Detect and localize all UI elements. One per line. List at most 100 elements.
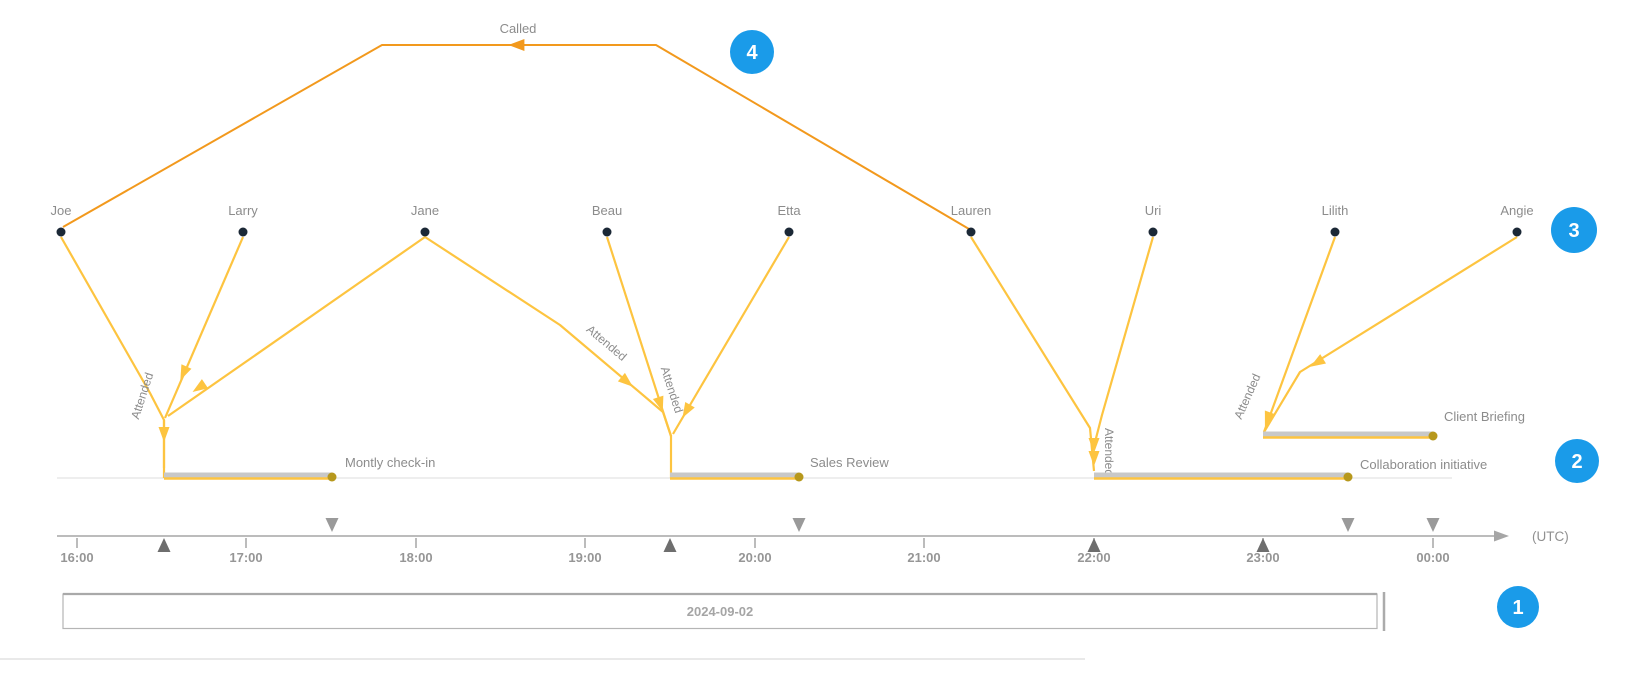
axis-tick-label: 17:00 <box>229 550 262 565</box>
called-edge-label: Called <box>500 21 537 36</box>
attended-edge-line[interactable] <box>167 236 426 417</box>
event-start-marker <box>1256 538 1270 552</box>
event-collaboration-initiative[interactable]: Collaboration initiative <box>1094 457 1487 482</box>
badge-number: 3 <box>1568 220 1579 242</box>
person-node[interactable] <box>602 227 612 237</box>
badge-number: 4 <box>746 42 758 64</box>
event-end-dot[interactable] <box>794 472 804 482</box>
called-edge-line[interactable] <box>62 44 970 230</box>
person-node[interactable] <box>966 227 976 237</box>
axis-tick-label: 21:00 <box>907 550 940 565</box>
attended-edge-line[interactable] <box>970 236 1096 472</box>
annotation-badge-4: 4 <box>730 30 774 74</box>
badge-number: 1 <box>1512 597 1523 619</box>
attended-edge-beau-sales-review[interactable]: Attended <box>605 236 686 437</box>
event-bar[interactable] <box>1094 472 1348 478</box>
event-end-dot[interactable] <box>1428 431 1438 441</box>
attended-arrowhead-icon <box>192 379 209 393</box>
annotation-badge-1: 1 <box>1497 586 1539 628</box>
badge-circle <box>1497 586 1539 628</box>
person-beau[interactable]: Beau <box>592 203 622 237</box>
person-larry[interactable]: Larry <box>228 203 258 237</box>
event-end-dot[interactable] <box>327 472 337 482</box>
person-label: Angie <box>1500 203 1533 218</box>
attended-edge-lilith-client-briefing[interactable]: Attended <box>1231 236 1337 433</box>
attended-arrowhead-icon <box>617 372 633 387</box>
date-label: 2024-09-02 <box>687 604 754 619</box>
attended-arrowhead-icon <box>1088 451 1100 466</box>
badge-circle <box>1551 207 1597 253</box>
person-etta[interactable]: Etta <box>777 203 801 237</box>
axis-arrow-icon <box>1494 530 1509 542</box>
called-edge-lauren-joe[interactable]: Called <box>62 21 970 230</box>
event-end-marker <box>325 518 339 532</box>
event-end-marker <box>1341 518 1355 532</box>
attended-edge-etta-sales-review[interactable] <box>672 236 790 435</box>
called-arrowhead-icon <box>508 39 525 51</box>
person-node[interactable] <box>784 227 794 237</box>
event-bar[interactable] <box>1263 431 1433 437</box>
event-label: Client Briefing <box>1444 409 1525 424</box>
event-sales-review[interactable]: Sales Review <box>669 435 889 482</box>
axis-tick-label: 23:00 <box>1246 550 1279 565</box>
axis-unit-label: (UTC) <box>1532 529 1569 544</box>
annotation-badge-3: 3 <box>1551 207 1597 253</box>
event-end-marker <box>1426 518 1440 532</box>
attended-edge-angie-client-briefing[interactable] <box>1263 236 1518 433</box>
person-joe[interactable]: Joe <box>51 203 72 237</box>
axis-tick-label: 18:00 <box>399 550 432 565</box>
person-lilith[interactable]: Lilith <box>1322 203 1349 237</box>
attended-edge-line[interactable] <box>424 236 673 437</box>
axis-tick-label: 22:00 <box>1077 550 1110 565</box>
axis-tick-label: 20:00 <box>738 550 771 565</box>
attended-edge-joe-montly-check-in[interactable]: Attended <box>60 236 170 468</box>
attended-edge-label: Attended <box>1102 428 1116 476</box>
person-node[interactable] <box>1512 227 1522 237</box>
person-lauren[interactable]: Lauren <box>951 203 991 237</box>
axis-tick-label: 16:00 <box>60 550 93 565</box>
attended-edge-larry-montly-check-in[interactable] <box>163 236 245 419</box>
event-start-marker <box>663 538 677 552</box>
annotation-badge-2: 2 <box>1555 439 1599 483</box>
attended-edge-line[interactable] <box>605 236 673 437</box>
person-label: Lilith <box>1322 203 1349 218</box>
event-label: Montly check-in <box>345 455 435 470</box>
event-montly-check-in[interactable]: Montly check-in <box>162 420 435 482</box>
attended-edge-line[interactable] <box>163 236 245 419</box>
event-label: Sales Review <box>810 455 889 470</box>
attended-edge-line[interactable] <box>1263 236 1518 433</box>
person-label: Joe <box>51 203 72 218</box>
person-angie[interactable]: Angie <box>1500 203 1534 237</box>
person-node[interactable] <box>1148 227 1158 237</box>
person-node[interactable] <box>1330 227 1340 237</box>
attended-edge-line[interactable] <box>60 236 166 468</box>
attended-edge-label: Attended <box>1231 372 1263 422</box>
attended-arrowhead-icon <box>1310 354 1327 367</box>
person-node[interactable] <box>56 227 66 237</box>
attended-edge-line[interactable] <box>672 236 790 435</box>
attended-edge-line[interactable] <box>1262 236 1337 433</box>
event-bar[interactable] <box>670 472 799 478</box>
badge-number: 2 <box>1571 451 1582 473</box>
person-node[interactable] <box>420 227 430 237</box>
person-node[interactable] <box>238 227 248 237</box>
person-jane[interactable]: Jane <box>411 203 439 237</box>
attended-edge-jane-sales-review[interactable]: Attended <box>424 236 673 437</box>
attended-arrowhead-icon <box>180 364 192 381</box>
event-label: Collaboration initiative <box>1360 457 1487 472</box>
person-label: Etta <box>777 203 801 218</box>
event-start-marker <box>157 538 171 552</box>
event-end-marker <box>792 518 806 532</box>
attended-edge-jane-montly-check-in[interactable] <box>167 236 426 417</box>
attended-edge-uri-collaboration-initiative[interactable] <box>1092 236 1155 447</box>
date-range-selector[interactable]: 2024-09-02 <box>0 592 1386 660</box>
attended-arrowhead-icon <box>682 402 695 418</box>
event-end-dot[interactable] <box>1343 472 1353 482</box>
event-bar[interactable] <box>164 472 332 478</box>
attended-edge-lauren-collaboration-initiative[interactable]: Attended <box>970 236 1116 476</box>
attended-edge-line[interactable] <box>1092 236 1155 447</box>
person-uri[interactable]: Uri <box>1145 203 1162 237</box>
event-client-briefing[interactable]: Client Briefing <box>1263 409 1525 441</box>
attended-arrowhead-icon <box>652 395 664 412</box>
